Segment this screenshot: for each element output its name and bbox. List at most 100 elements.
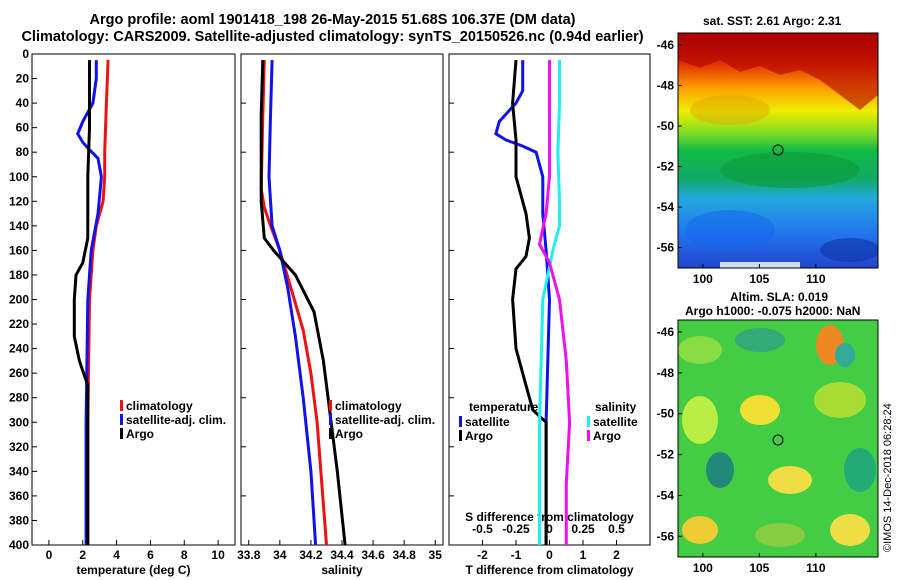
y-tick-label: 100: [9, 170, 29, 184]
sst-map-y-tick-label: -46: [657, 38, 675, 52]
sst-map-y-tick-label: -56: [657, 241, 675, 255]
sla-map-x-tick-label: 110: [806, 561, 826, 575]
legend-title: temperature: [469, 400, 539, 414]
sst-map-y-tick-label: -50: [657, 119, 675, 133]
y-tick-label: 360: [9, 489, 29, 503]
legend-label: satellite-adj. clim.: [335, 413, 435, 427]
sla-map-x-tick-label: 100: [693, 561, 713, 575]
sla-map-y-tick-label: -50: [657, 407, 675, 421]
legend-swatch: [329, 414, 332, 425]
legend-label: satellite-adj. clim.: [126, 413, 226, 427]
sst-map-y-tick-label: -52: [657, 160, 675, 174]
legend-title: salinity: [595, 400, 637, 414]
argo-location-marker: [772, 434, 784, 446]
y-tick-label: 400: [9, 538, 29, 552]
x-top-tick-label: -0.5: [472, 522, 493, 536]
y-tick-label: 140: [9, 219, 29, 233]
sst-map-y-tick-label: -54: [657, 200, 675, 214]
y-tick-label: 120: [9, 194, 29, 208]
x-tick-label: -1: [511, 548, 522, 562]
legend-swatch: [587, 416, 590, 427]
sst-map-x-tick-label: 100: [693, 272, 713, 286]
sst-map-x-tick-label: 110: [806, 272, 826, 286]
legend-label: climatology: [126, 399, 193, 413]
x-tick-label: 6: [147, 548, 154, 562]
y-tick-label: 260: [9, 366, 29, 380]
y-tick-label: 0: [22, 47, 29, 61]
x-top-axis-label: S difference from climatology: [465, 510, 634, 524]
legend-label: Argo: [593, 429, 621, 443]
x-tick-label: 2: [79, 548, 86, 562]
y-tick-label: 180: [9, 268, 29, 282]
legend-label: Argo: [465, 429, 493, 443]
y-tick-label: 380: [9, 513, 29, 527]
sla-map-y-tick-label: -52: [657, 448, 675, 462]
y-tick-label: 40: [16, 96, 30, 110]
series-line-argo: [259, 60, 347, 546]
x-tick-label: 34.8: [392, 548, 416, 562]
y-tick-label: 300: [9, 415, 29, 429]
series-line-argo: [72, 60, 91, 545]
y-tick-label: 160: [9, 243, 29, 257]
series-line-satellite-adj-clim-: [76, 60, 103, 545]
legend-swatch: [120, 428, 123, 439]
legend-label: satellite: [593, 415, 638, 429]
argo-location-marker: [772, 144, 784, 156]
credit-text: ©IMOS 14-Dec-2018 06:28:24: [882, 403, 894, 552]
legend-swatch: [120, 414, 123, 425]
plot-frame-temperature: [31, 53, 236, 546]
legend-label: climatology: [335, 399, 402, 413]
sst-map-y-tick-label: -48: [657, 79, 675, 93]
x-tick-label: 35: [429, 548, 443, 562]
x-tick-label: 4: [113, 548, 120, 562]
legend-swatch: [329, 428, 332, 439]
x-axis-label: salinity: [321, 563, 363, 577]
legend-label: satellite: [465, 415, 510, 429]
x-tick-label: 34.2: [299, 548, 323, 562]
legend-label: Argo: [126, 427, 154, 441]
sla-map-y-tick-label: -54: [657, 488, 675, 502]
sla-map-x-tick-label: 105: [749, 561, 769, 575]
y-tick-label: 60: [16, 121, 30, 135]
series-line-climatology: [86, 60, 110, 545]
x-top-tick-label: -0.25: [502, 522, 530, 536]
x-tick-label: 10: [211, 548, 225, 562]
series-line-t-argo: [511, 59, 548, 545]
sst-map-title: sat. SST: 2.61 Argo: 2.31: [703, 14, 842, 28]
y-tick-label: 220: [9, 317, 29, 331]
sst-map-x-tick-label: 105: [749, 272, 769, 286]
x-tick-label: 0: [46, 548, 53, 562]
y-tick-label: 80: [16, 145, 30, 159]
legend-swatch: [329, 400, 332, 411]
page-subtitle: Climatology: CARS2009. Satellite-adjuste…: [21, 29, 644, 45]
x-tick-label: 8: [181, 548, 188, 562]
series-line-s-satellite: [538, 60, 561, 545]
sla-map-title-line2: Argo h1000: -0.075 h2000: NaN: [685, 304, 861, 318]
x-axis-label: temperature (deg C): [76, 563, 190, 577]
y-tick-label: 320: [9, 440, 29, 454]
sla-map-y-tick-label: -46: [657, 325, 675, 339]
x-tick-label: 34.6: [361, 548, 385, 562]
y-tick-label: 200: [9, 293, 29, 307]
x-axis-label: T difference from climatology: [465, 563, 633, 577]
series-line-satellite-adj-clim-: [267, 60, 318, 546]
sla-map-y-tick-label: -56: [657, 529, 675, 543]
legend-swatch: [459, 416, 462, 427]
y-tick-label: 20: [16, 72, 30, 86]
sst-map: [677, 32, 879, 269]
y-tick-label: 280: [9, 391, 29, 405]
x-tick-label: 0: [546, 548, 553, 562]
legend-swatch: [120, 400, 123, 411]
sla-map-title-line1: Altim. SLA: 0.019: [730, 290, 829, 304]
legend-label: Argo: [335, 427, 363, 441]
x-tick-label: 34.4: [330, 548, 354, 562]
x-top-tick-label: 0: [546, 522, 553, 536]
series-line-s-argo: [537, 60, 572, 545]
x-tick-label: 1: [580, 548, 587, 562]
x-tick-label: 33.8: [237, 548, 261, 562]
y-tick-label: 340: [9, 464, 29, 478]
x-top-tick-label: 0.25: [571, 522, 595, 536]
x-tick-label: -2: [477, 548, 488, 562]
legend-swatch: [587, 430, 590, 441]
